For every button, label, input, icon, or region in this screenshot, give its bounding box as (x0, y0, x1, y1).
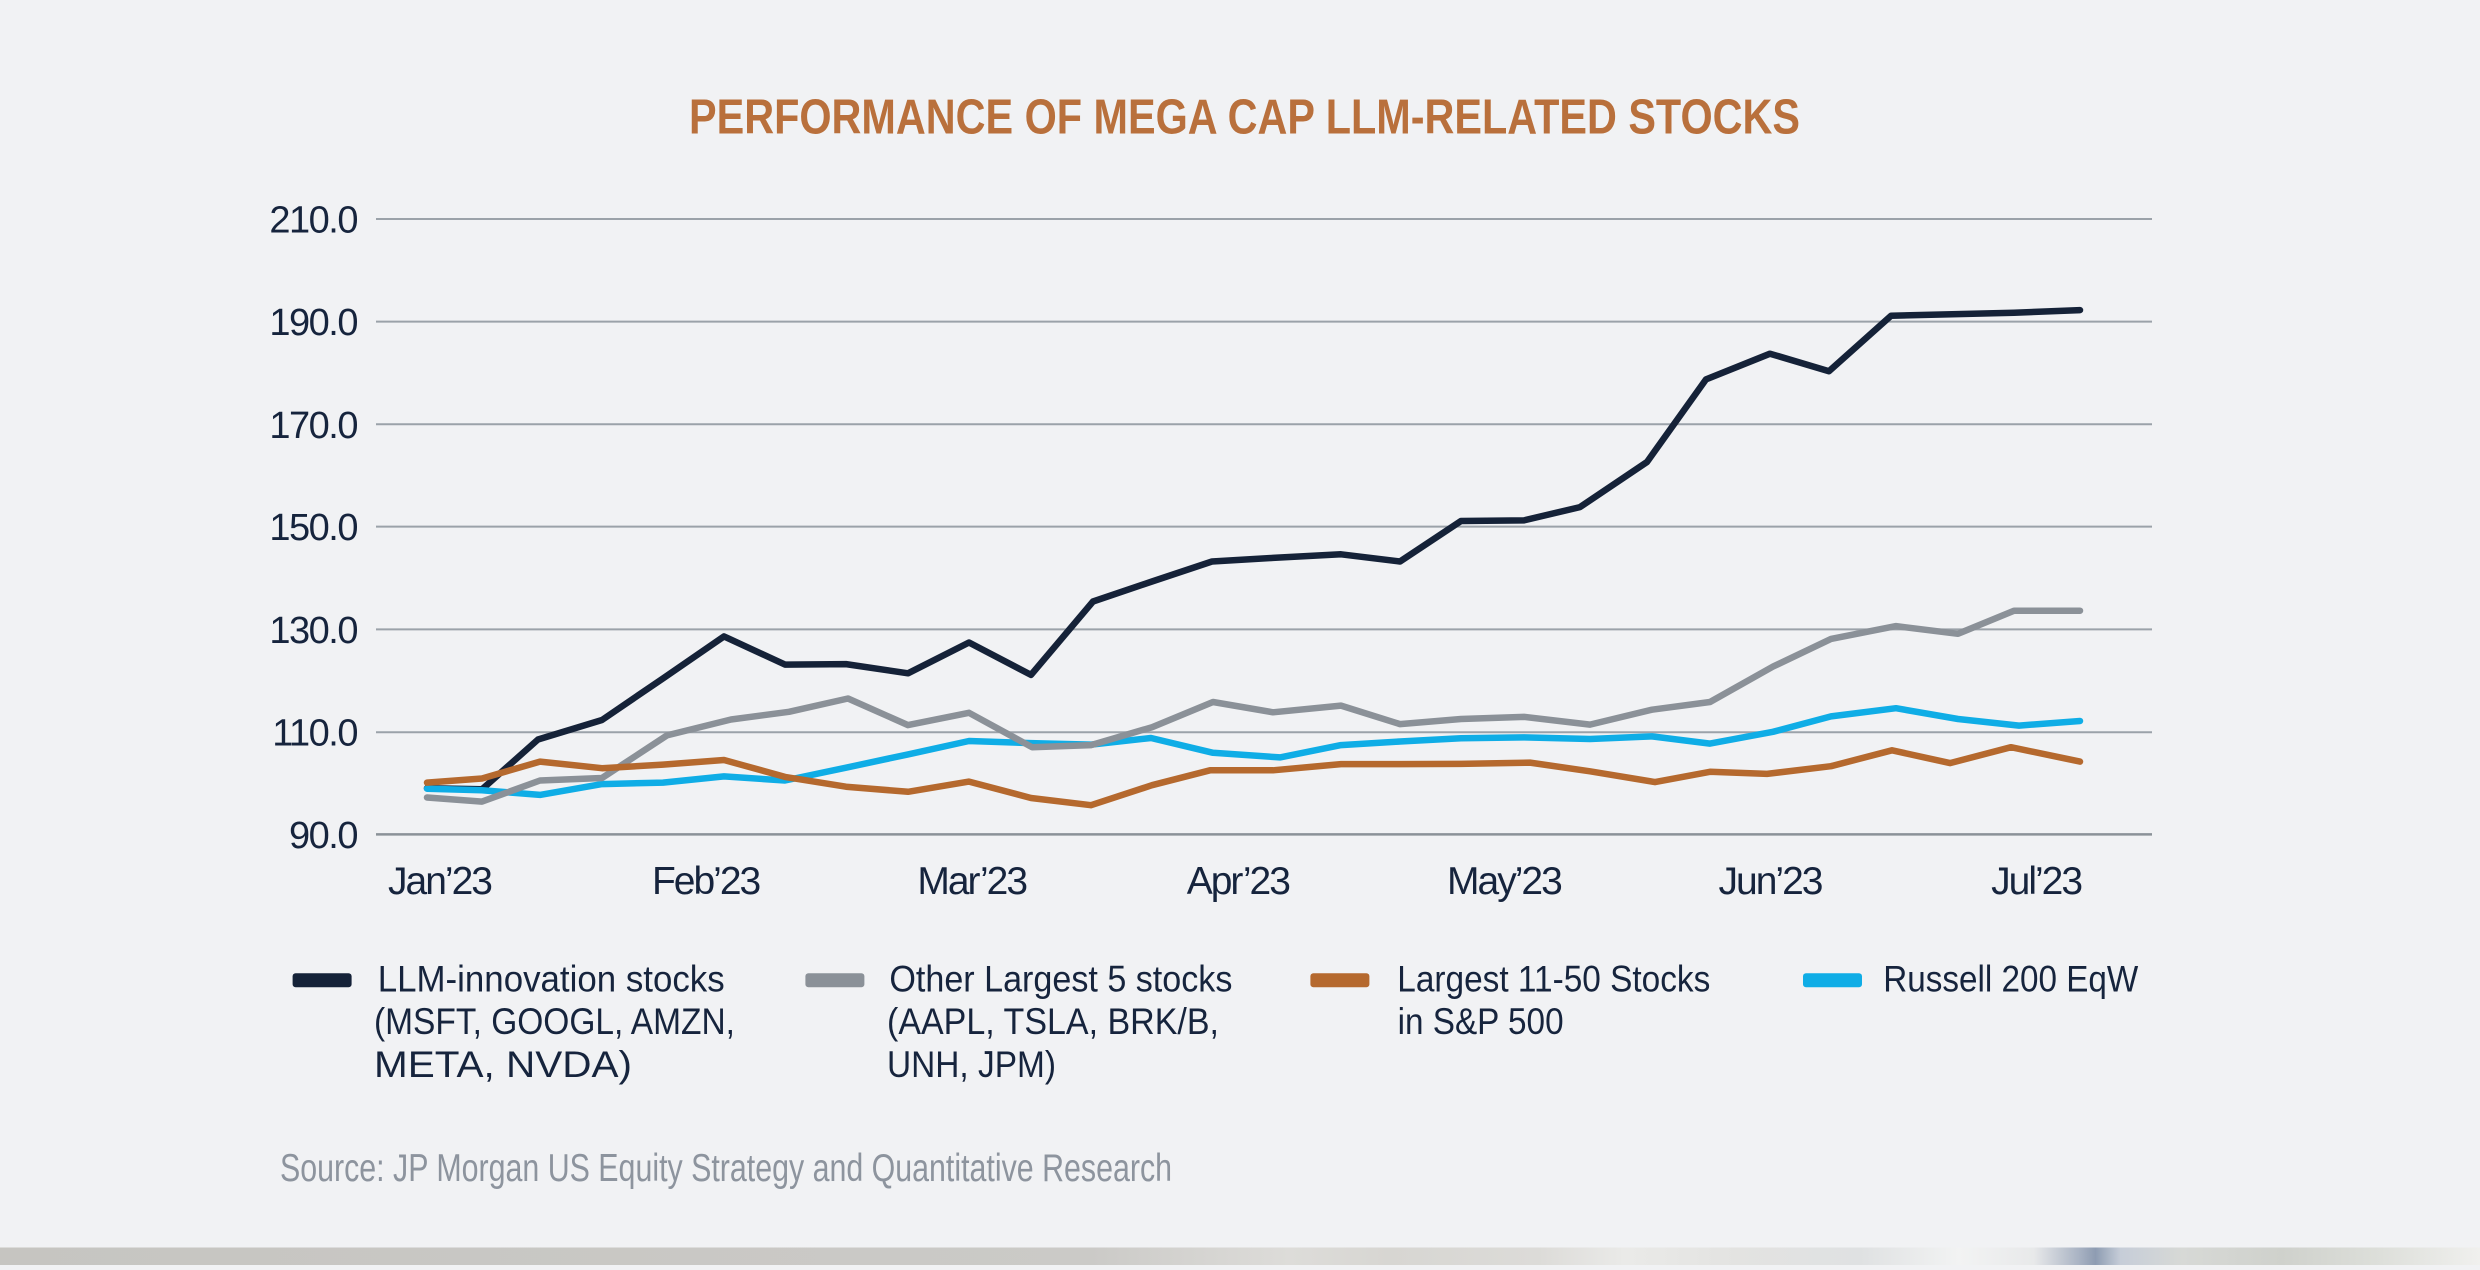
svg-text:90.0: 90.0 (289, 815, 357, 857)
svg-text:150.0: 150.0 (269, 507, 357, 549)
svg-text:Russell 200 EqW: Russell 200 EqW (1883, 959, 2138, 1000)
svg-text:Feb’23: Feb’23 (652, 860, 760, 903)
svg-text:Apr’23: Apr’23 (1187, 860, 1289, 903)
svg-text:META, NVDA): META, NVDA) (374, 1044, 632, 1085)
svg-text:PERFORMANCE OF MEGA CAP LLM-RE: PERFORMANCE OF MEGA CAP LLM-RELATED STOC… (689, 91, 1800, 145)
svg-text:May’23: May’23 (1447, 860, 1561, 903)
svg-text:Largest 11-50 Stocks: Largest 11-50 Stocks (1397, 959, 1710, 1000)
svg-text:Source: JP Morgan US Equity St: Source: JP Morgan US Equity Strategy and… (280, 1147, 1172, 1190)
svg-text:UNH, JPM): UNH, JPM) (887, 1044, 1056, 1085)
svg-text:130.0: 130.0 (269, 610, 357, 652)
svg-text:170.0: 170.0 (269, 405, 357, 447)
svg-text:(AAPL, TSLA, BRK/B,: (AAPL, TSLA, BRK/B, (887, 1001, 1219, 1042)
svg-text:in S&P 500: in S&P 500 (1398, 1001, 1564, 1042)
svg-text:(MSFT, GOOGL, AMZN,: (MSFT, GOOGL, AMZN, (374, 1001, 735, 1042)
svg-text:LLM-innovation stocks: LLM-innovation stocks (378, 959, 725, 1000)
svg-text:Jun’23: Jun’23 (1719, 860, 1822, 903)
svg-text:Jan’23: Jan’23 (388, 860, 491, 903)
svg-text:210.0: 210.0 (269, 200, 357, 242)
svg-text:Other Largest 5 stocks: Other Largest 5 stocks (889, 959, 1232, 1000)
svg-text:110.0: 110.0 (272, 713, 357, 755)
svg-text:Jul’23: Jul’23 (1991, 860, 2081, 903)
svg-text:190.0: 190.0 (269, 302, 357, 344)
svg-text:Mar’23: Mar’23 (917, 860, 1026, 903)
